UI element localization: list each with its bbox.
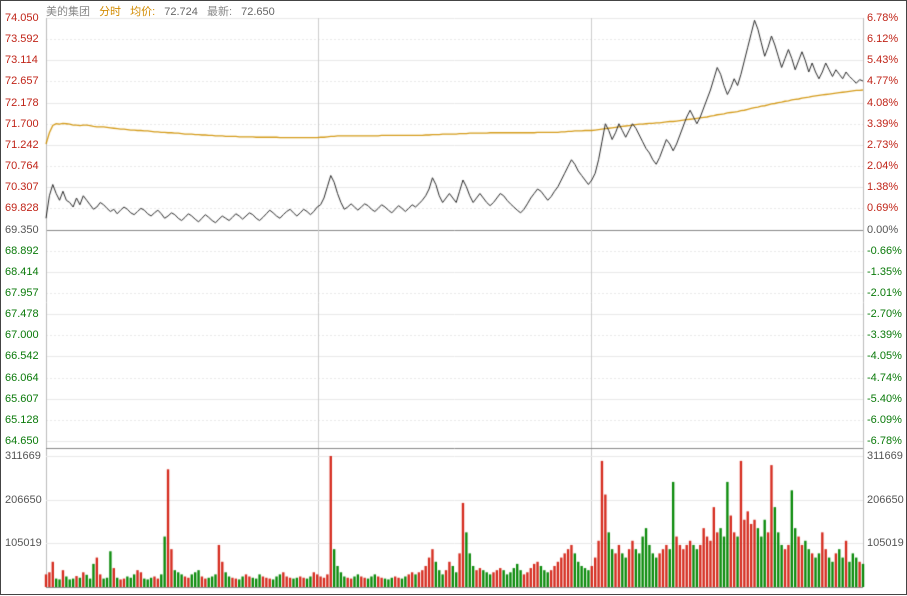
- axis-tick: 65.607: [5, 394, 39, 405]
- last-label: 最新:: [207, 6, 232, 18]
- axis-tick: 2.04%: [867, 161, 898, 172]
- axis-tick: -5.40%: [867, 394, 902, 405]
- axis-tick: 69.350: [5, 225, 39, 236]
- last-value: 72.650: [241, 6, 275, 18]
- axis-tick: 6.78%: [867, 13, 898, 24]
- axis-tick: 105019: [867, 538, 904, 549]
- axis-tick: 70.307: [5, 182, 39, 193]
- axis-tick: 67.000: [5, 330, 39, 341]
- axis-tick: -2.70%: [867, 309, 902, 320]
- axis-tick: -3.39%: [867, 330, 902, 341]
- axis-tick: 5.43%: [867, 55, 898, 66]
- axis-tick: 71.700: [5, 119, 39, 130]
- axis-tick: 105019: [5, 538, 42, 549]
- axis-tick: -0.66%: [867, 246, 902, 257]
- stock-name: 美的集团: [46, 6, 90, 18]
- axis-tick: 311669: [867, 451, 903, 462]
- axis-tick: 68.892: [5, 246, 39, 257]
- axis-tick: 72.178: [5, 98, 39, 109]
- axis-tick: 64.650: [5, 436, 39, 447]
- axis-tick: 2.73%: [867, 140, 898, 151]
- axis-tick: 0.00%: [867, 225, 898, 236]
- axis-tick: 66.542: [5, 351, 39, 362]
- axis-tick: 6.12%: [867, 34, 898, 45]
- axis-tick: 67.957: [5, 288, 39, 299]
- axis-tick: 3.39%: [867, 119, 898, 130]
- axis-tick: 1.38%: [867, 182, 898, 193]
- axis-tick: 67.478: [5, 309, 39, 320]
- axis-tick: 206650: [5, 495, 42, 506]
- axis-tick: 68.414: [5, 267, 39, 278]
- mode-label: 分时: [99, 6, 121, 18]
- avg-label: 均价:: [130, 6, 155, 18]
- axis-tick: 206650: [867, 495, 904, 506]
- axis-tick: 70.764: [5, 161, 39, 172]
- axis-tick: -6.09%: [867, 415, 902, 426]
- axis-tick: -4.05%: [867, 351, 902, 362]
- axis-tick: 66.064: [5, 373, 39, 384]
- axis-tick: 73.114: [5, 55, 38, 66]
- axis-tick: 73.592: [5, 34, 39, 45]
- axis-tick: 4.77%: [867, 76, 898, 87]
- axis-tick: -1.35%: [867, 267, 902, 278]
- axis-tick: -6.78%: [867, 436, 902, 447]
- avg-value: 72.724: [164, 6, 198, 18]
- axis-tick: 311669: [5, 451, 41, 462]
- axis-tick: 71.242: [5, 140, 39, 151]
- axis-tick: 0.69%: [867, 203, 898, 214]
- axis-tick: 72.657: [5, 76, 39, 87]
- chart-header: 美的集团 分时 均价: 72.724 最新: 72.650: [46, 3, 281, 17]
- axis-tick: -2.01%: [867, 288, 902, 299]
- axis-tick: -4.74%: [867, 373, 902, 384]
- volume-chart[interactable]: [1, 1, 907, 596]
- axis-tick: 4.08%: [867, 98, 898, 109]
- axis-tick: 69.828: [5, 203, 39, 214]
- axis-tick: 65.128: [5, 415, 39, 426]
- axis-tick: 74.050: [5, 13, 39, 24]
